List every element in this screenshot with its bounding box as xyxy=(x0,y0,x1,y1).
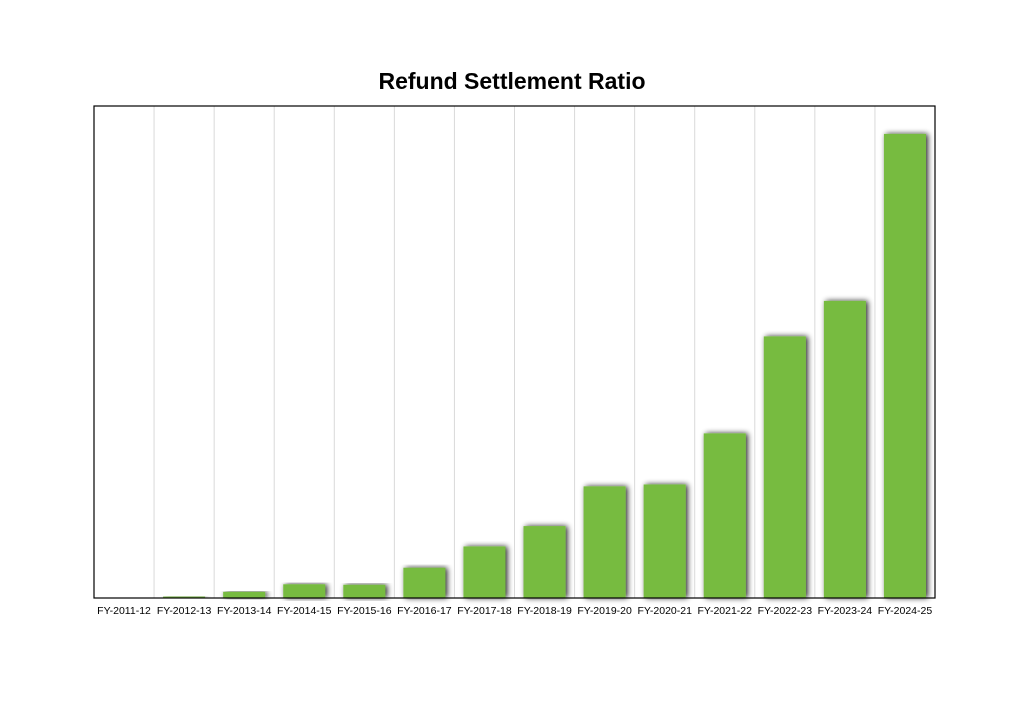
grid-lines xyxy=(153,106,876,598)
x-tick-label: FY-2012-13 xyxy=(157,605,212,617)
x-axis-tick-labels: FY-2011-12 FY-2012-13 FY-2013-14 FY-2014-15… xyxy=(97,605,932,617)
bar-fy-2023-24 xyxy=(823,300,866,598)
x-tick-label: FY-2014-15 xyxy=(277,605,332,617)
x-tick-label: FY-2017-18 xyxy=(457,605,512,617)
bar-fy-2019-20 xyxy=(583,486,626,598)
bars xyxy=(163,133,926,598)
x-tick-label: FY-2013-14 xyxy=(217,605,272,617)
x-tick-label: FY-2024-25 xyxy=(878,605,933,617)
x-tick-label: FY-2011-12 xyxy=(97,605,151,617)
x-tick-label: FY-2015-16 xyxy=(337,605,392,617)
chart-title: Refund Settlement Ratio xyxy=(378,68,645,94)
bar-fy-2016-17 xyxy=(403,567,446,598)
bar-fy-2013-14 xyxy=(223,591,266,598)
bar-fy-2014-15 xyxy=(283,584,326,598)
x-tick-label: FY-2018-19 xyxy=(517,605,572,617)
bar-fy-2022-23 xyxy=(763,336,806,598)
x-tick-label: FY-2016-17 xyxy=(397,605,452,617)
bar-fy-2018-19 xyxy=(523,526,566,598)
x-tick-label: FY-2019-20 xyxy=(577,605,632,617)
bar-fy-2015-16 xyxy=(343,584,386,598)
x-tick-label: FY-2020-21 xyxy=(637,605,692,617)
x-tick-label: FY-2023-24 xyxy=(818,605,873,617)
bar-fy-2020-21 xyxy=(643,484,686,598)
x-tick-label: FY-2022-23 xyxy=(758,605,813,617)
bar-fy-2021-22 xyxy=(703,433,746,598)
bar-fy-2012-13 xyxy=(163,596,206,598)
plot-frame xyxy=(93,105,936,599)
x-tick-label: FY-2021-22 xyxy=(698,605,753,617)
bar-fy-2017-18 xyxy=(463,546,506,598)
bar-fy-2024-25 xyxy=(883,133,926,598)
